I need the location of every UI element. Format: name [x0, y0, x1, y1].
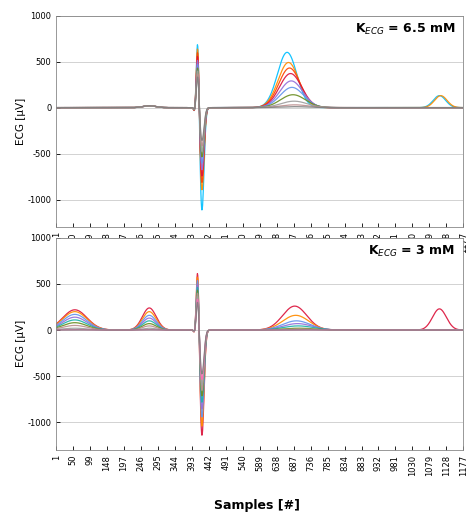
- Text: K$_{ECG}$ = 3 mM: K$_{ECG}$ = 3 mM: [368, 245, 455, 260]
- Text: Samples [#]: Samples [#]: [214, 499, 300, 512]
- Text: K$_{ECG}$ = 6.5 mM: K$_{ECG}$ = 6.5 mM: [355, 22, 455, 37]
- Y-axis label: ECG [μV]: ECG [μV]: [16, 320, 26, 368]
- Y-axis label: ECG [μV]: ECG [μV]: [16, 98, 26, 145]
